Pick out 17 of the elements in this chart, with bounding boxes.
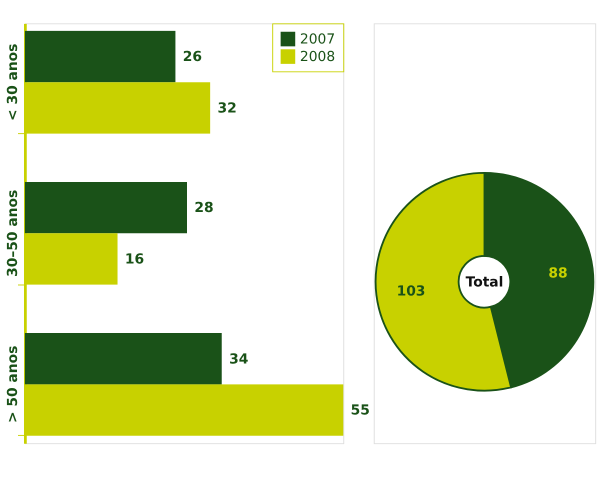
legend-label: 2007 xyxy=(300,32,336,48)
y-tick-label: > 50 anos xyxy=(5,346,22,424)
data-label: 34 xyxy=(229,351,248,368)
data-label: 32 xyxy=(218,100,237,117)
data-label: 26 xyxy=(182,49,202,66)
data-label: 28 xyxy=(194,200,214,216)
data-label: 55 xyxy=(350,402,370,419)
bar xyxy=(24,332,222,384)
data-label: 16 xyxy=(124,252,144,268)
bar xyxy=(24,182,187,234)
bar xyxy=(24,30,176,82)
text: Total xyxy=(466,274,504,290)
y-tick-label: 30–50 anos xyxy=(5,190,22,277)
data-label: 88 xyxy=(548,265,568,282)
legend-label: 2008 xyxy=(300,49,336,66)
y-tick-label: < 30 anos xyxy=(5,44,22,121)
data-label: 103 xyxy=(396,283,426,300)
